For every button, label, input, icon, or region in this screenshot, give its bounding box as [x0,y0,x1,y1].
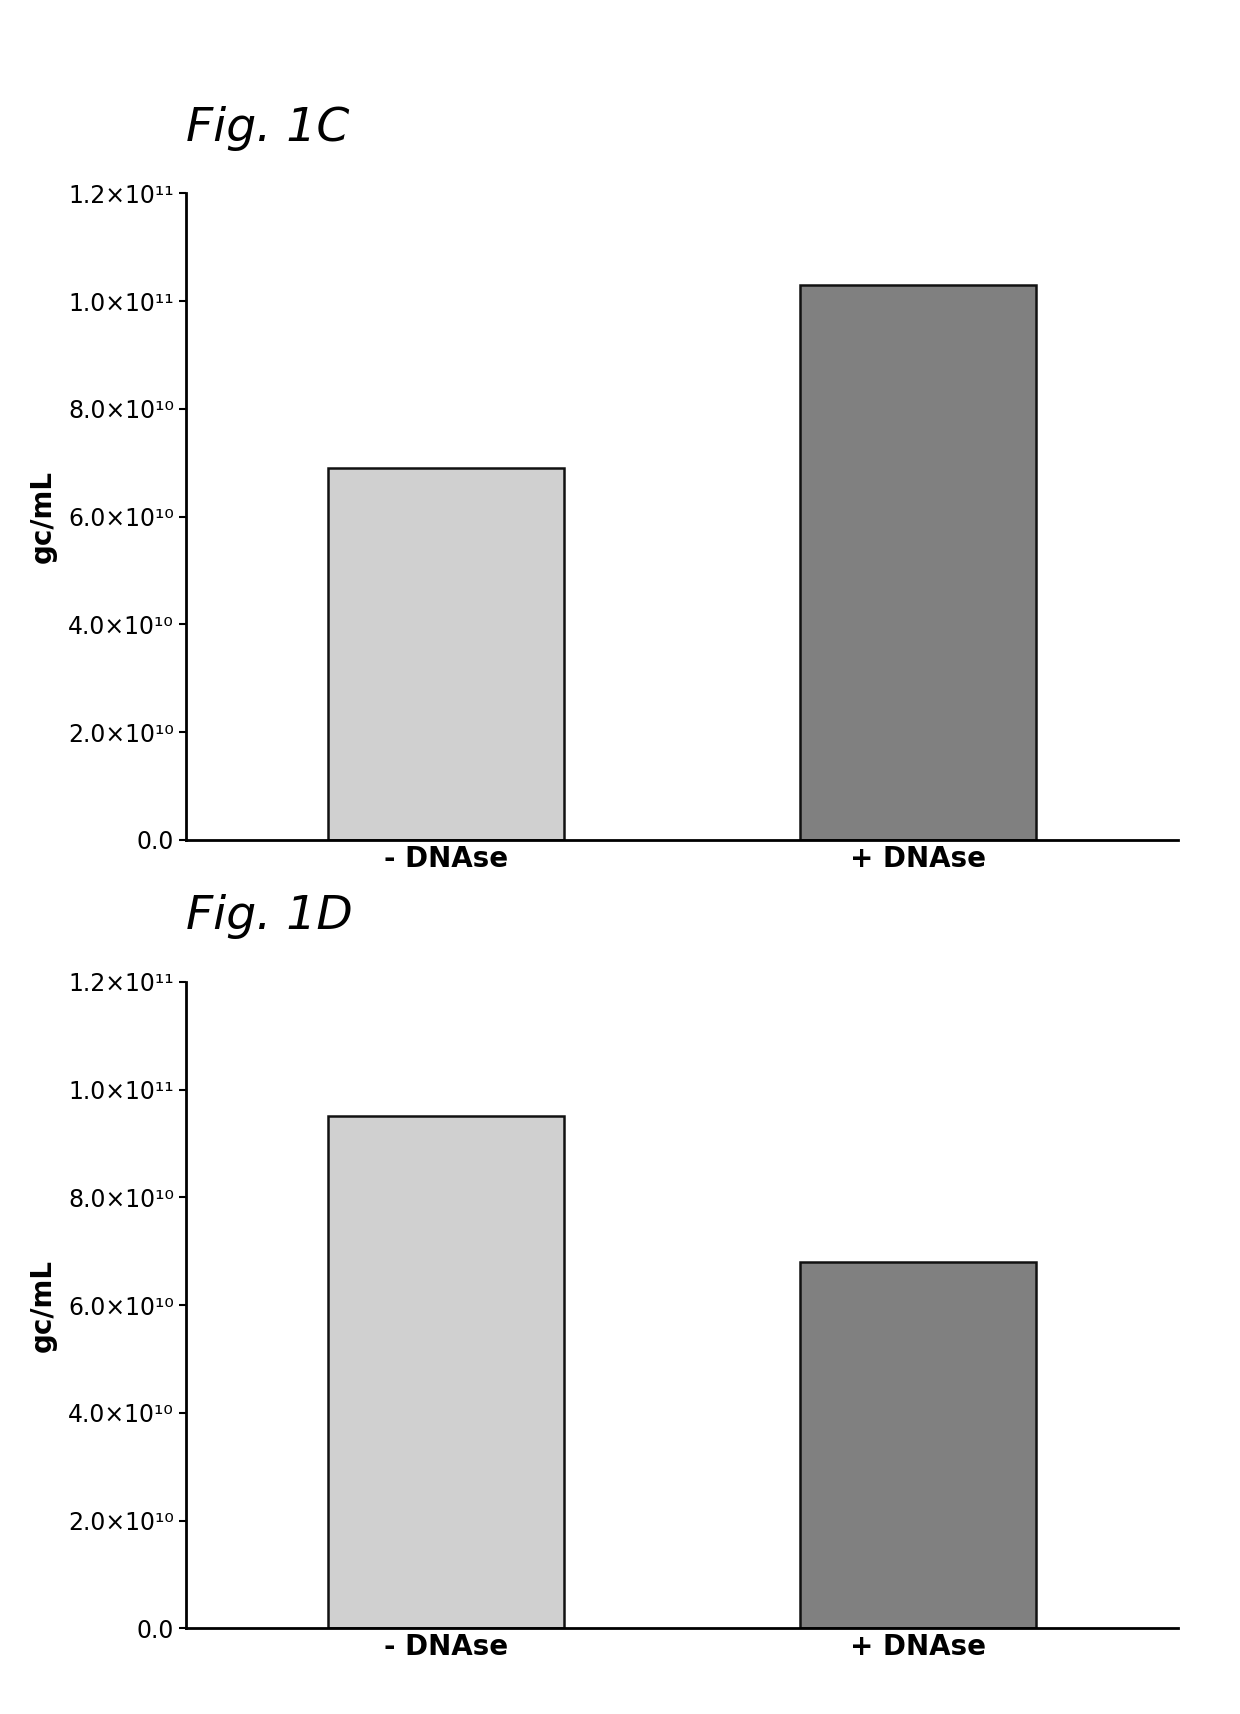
Y-axis label: gc/mL: gc/mL [29,1258,57,1352]
Bar [800,285,1037,840]
Bar [800,1262,1037,1628]
Text: Fig. 1C: Fig. 1C [186,106,350,151]
Text: Fig. 1D: Fig. 1D [186,895,352,939]
Bar [327,1116,564,1628]
Y-axis label: gc/mL: gc/mL [29,470,57,564]
Bar [327,468,564,840]
